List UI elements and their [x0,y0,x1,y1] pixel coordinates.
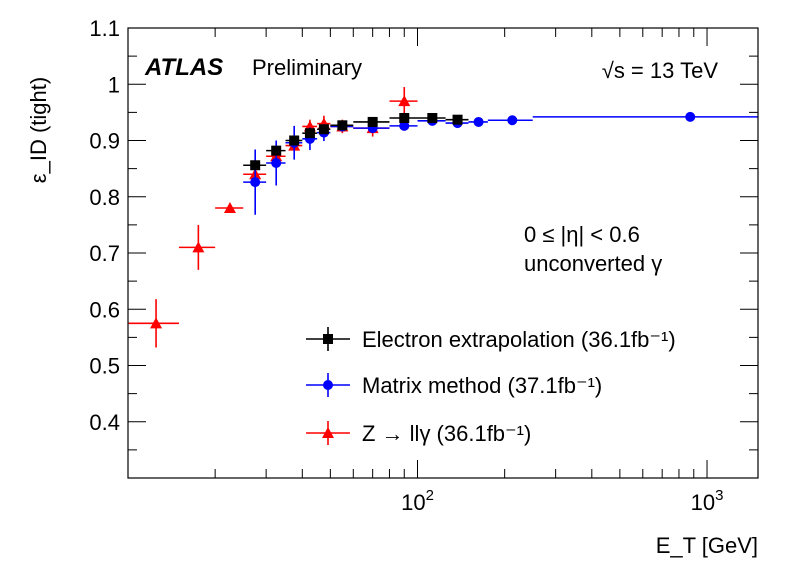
y-axis-title: ε_ID (tight) [26,77,51,183]
y-tick-label: 0.4 [89,410,120,435]
legend-marker [323,334,333,344]
legend: Electron extrapolation (36.1fb⁻¹) Matrix … [306,327,676,446]
data-point [318,124,329,135]
data-point [223,202,236,213]
legend-marker [323,380,333,390]
data-point [427,113,438,123]
data-point [473,116,484,127]
region-line1: 0 ≤ |η| < 0.6 [524,222,640,247]
status-label: Preliminary [252,55,362,80]
energy-label: √s = 13 TeV [602,58,719,83]
atlas-label: ATLAS [144,54,223,81]
y-tick-label: 0.8 [89,185,120,210]
data-point [507,115,518,126]
x-tick-label: 102 [401,487,434,515]
data-point [399,120,410,131]
data-point [271,145,282,156]
y-tick-label: 0.5 [89,354,120,379]
y-tick-label: 0.7 [89,241,120,266]
y-tick-label: 0.9 [89,129,120,154]
legend-label: Z → llγ (36.1fb⁻¹) [362,421,531,446]
series-layer [128,87,758,348]
data-point [399,113,410,123]
x-axis-title: E_T [GeV] [656,533,758,558]
data-point [337,120,348,131]
data-point [452,114,463,125]
x-tick-label: 103 [691,487,724,515]
y-tick-label: 1.1 [89,16,120,41]
data-point [289,135,300,146]
y-tick-label: 1 [108,72,120,97]
legend-marker [322,427,334,438]
legend-label: Matrix method (37.1fb⁻¹) [362,373,602,398]
series-square [243,113,469,171]
axes-layer: 0.4 0.5 0.6 0.7 0.8 0.9 1 1.1 102 103 [89,16,758,515]
data-point [192,241,205,253]
legend-label: Electron extrapolation (36.1fb⁻¹) [362,327,676,352]
data-point [367,116,378,127]
data-point [398,95,411,107]
data-point [150,317,163,329]
data-point [250,177,261,188]
data-point [304,128,315,139]
data-point [685,111,696,122]
plot-frame [127,27,759,479]
data-point [250,160,261,171]
data-point [271,158,282,168]
y-tick-label: 0.6 [89,297,120,322]
region-line2: unconverted γ [524,251,662,276]
